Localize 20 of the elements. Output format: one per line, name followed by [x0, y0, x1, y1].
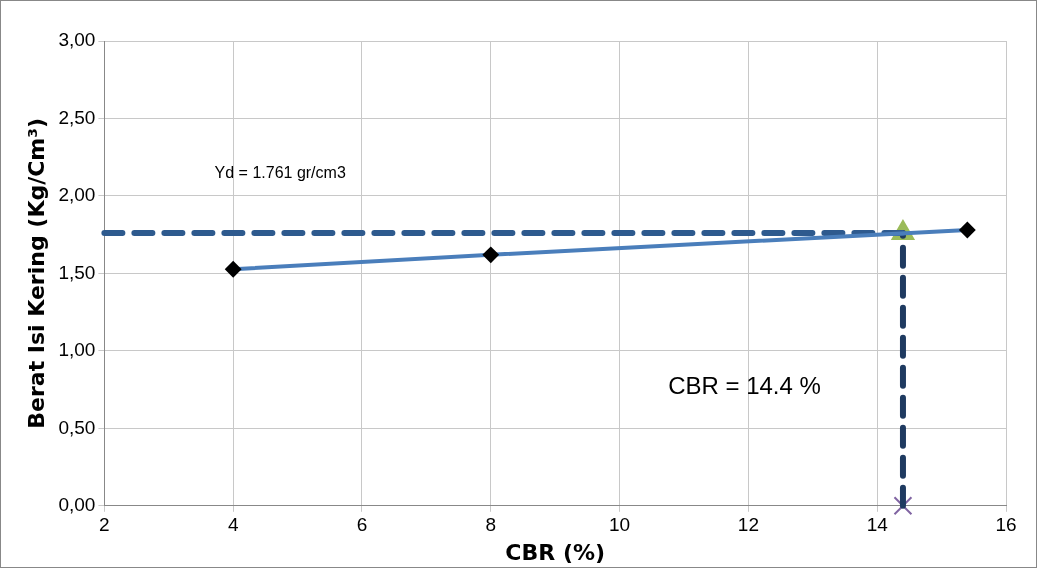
x-tick-label: 12	[737, 514, 759, 536]
y-tick-label: 1,00	[58, 339, 96, 361]
x-tick-label: 10	[609, 514, 631, 536]
x-tick-label: 4	[227, 514, 239, 536]
y-tick-label: 3,00	[58, 29, 96, 51]
x-tick-label: 14	[866, 514, 889, 536]
y-tick-label: 1,50	[58, 261, 96, 283]
y-tick-label: 0,00	[58, 494, 96, 516]
point	[893, 496, 913, 516]
annotation: Yd = 1.761 gr/cm3	[214, 163, 346, 181]
y-tick-label: 2,00	[58, 184, 96, 206]
x-tick-label: 6	[356, 514, 368, 536]
x-tick-label: 16	[995, 514, 1017, 536]
annotation: CBR = 14.4 %	[668, 371, 821, 399]
y-tick-label: 0,50	[58, 416, 96, 438]
y-axis-title: Berat Isi Kering (Kg/Cm³)	[23, 118, 49, 429]
y-tick-label: 2,50	[58, 106, 96, 128]
x-tick-label: 2	[99, 514, 110, 536]
x-axis-title: CBR (%)	[505, 539, 606, 565]
x-tick-label: 8	[485, 514, 497, 536]
